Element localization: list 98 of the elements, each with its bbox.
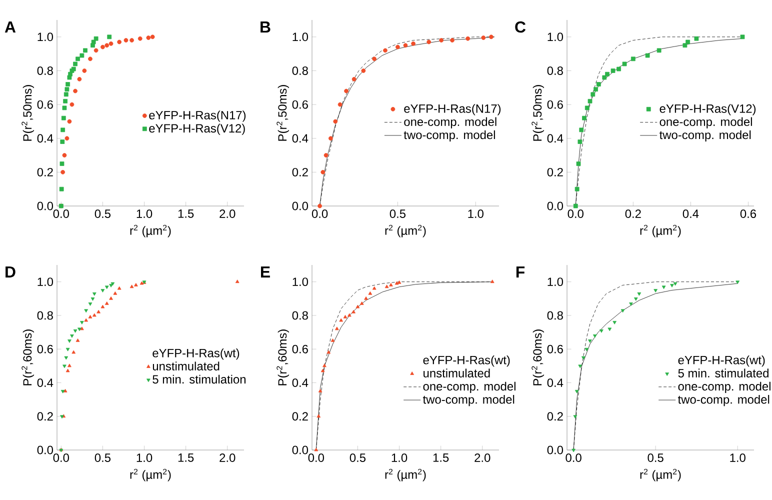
x-tick-label: 0.0 xyxy=(568,210,584,218)
x-tick-label: 0.0 xyxy=(312,210,328,218)
y-tick-label: 1.0 xyxy=(548,278,564,286)
x-tick-label: 2.0 xyxy=(474,454,490,462)
legend-label: 5 min. stimulated xyxy=(678,368,768,378)
y-axis-title: P(r$^{2}$,50ms) xyxy=(532,85,544,141)
y-tick-label: 0.4 xyxy=(547,134,564,143)
y-tick-label: 0.2 xyxy=(37,168,53,176)
chart-title: D xyxy=(6,266,16,278)
y-tick-label: 0.4 xyxy=(547,378,564,387)
x-tick-label: 0.0 xyxy=(566,454,582,462)
x-tick-label: 1.0 xyxy=(136,210,152,218)
x-axis-title: r$^{2}$ (µm$^{2}$) xyxy=(130,224,171,238)
y-tick-label: 0.8 xyxy=(292,311,308,320)
x-tick-label: 0.5 xyxy=(94,210,111,218)
legend-label: eYFP-H-Ras(N17) xyxy=(404,104,501,116)
y-tick-label: 0.6 xyxy=(292,344,308,354)
x-tick-label: 0.0 xyxy=(53,210,70,218)
y-tick-label: 0.2 xyxy=(292,412,308,421)
y-tick-label: 0.6 xyxy=(37,100,53,109)
y-tick-label: 0.8 xyxy=(547,66,563,75)
y-tick-label: 0.2 xyxy=(547,412,563,421)
x-tick-label: 0.5 xyxy=(648,454,664,462)
y-tick-label: 0.0 xyxy=(37,446,54,454)
legend-label: two-comp. model xyxy=(422,394,514,406)
legend-label: eYFP-H-Ras(N17) xyxy=(149,110,246,122)
y-tick-label: 0.0 xyxy=(292,446,308,454)
y-tick-label: 0.4 xyxy=(292,378,308,387)
chart-title: A xyxy=(4,22,16,33)
x-tick-label: 0.2 xyxy=(625,210,641,218)
legend-label: eYFP-H-Ras(V12) xyxy=(149,124,245,135)
x-axis-title: r$^{2}$ (µm$^{2}$) xyxy=(640,224,681,238)
x-tick-label: 0.6 xyxy=(740,210,756,218)
legend-label: two-comp. model xyxy=(678,394,770,406)
y-axis-title: P(r$^{2}$,60ms) xyxy=(532,330,544,386)
x-tick-label: 0.5 xyxy=(94,454,111,462)
x-tick-label: 1.5 xyxy=(433,454,449,462)
y-tick-label: 1.0 xyxy=(292,32,308,42)
y-tick-label: 1.0 xyxy=(548,32,564,42)
x-tick-label: 1.0 xyxy=(730,454,746,462)
y-tick-label: 0.6 xyxy=(547,100,563,109)
y-tick-label: 0.8 xyxy=(37,66,53,75)
x-tick-label: 2.0 xyxy=(220,454,236,462)
y-tick-label: 0.8 xyxy=(547,311,563,320)
y-tick-label: 0.8 xyxy=(292,66,308,75)
y-tick-label: 0.0 xyxy=(547,446,564,454)
x-tick-label: 1.0 xyxy=(392,454,408,462)
y-tick-label: 0.4 xyxy=(37,134,54,143)
x-tick-label: 1.5 xyxy=(178,210,194,218)
y-tick-label: 0.4 xyxy=(37,378,54,387)
legend-label: unstimulated xyxy=(152,362,220,370)
legend-title: eYFP-H-Ras(wt) xyxy=(152,348,240,360)
legend-label: one-comp. model xyxy=(660,117,752,128)
x-tick-label: 0.0 xyxy=(308,454,324,462)
chart-title: C xyxy=(515,21,526,33)
legend-label: eYFP-H-Ras(V12) xyxy=(660,104,756,116)
x-tick-label: 0.5 xyxy=(390,210,406,218)
y-tick-label: 0.0 xyxy=(547,202,564,210)
legend-title: eYFP-H-Ras(wt) xyxy=(423,356,510,367)
chart-title: E xyxy=(261,266,270,278)
x-tick-label: 0.4 xyxy=(682,210,699,218)
x-axis-title: r$^{2}$ (µm$^{2}$) xyxy=(385,224,426,238)
y-tick-label: 1.0 xyxy=(38,32,54,42)
legend-label: one-comp. model xyxy=(404,117,496,128)
x-axis-title: r$^{2}$ (µm$^{2}$) xyxy=(130,468,171,482)
x-tick-label: 1.5 xyxy=(178,454,194,462)
y-tick-label: 0.8 xyxy=(37,311,53,320)
chart-title: F xyxy=(516,266,525,278)
y-tick-label: 0.0 xyxy=(292,202,308,210)
y-tick-label: 1.0 xyxy=(38,278,54,286)
legend-label: unstimulated xyxy=(424,368,490,378)
y-tick-label: 0.6 xyxy=(292,100,308,109)
legend-title: eYFP-H-Ras(wt) xyxy=(678,356,765,367)
legend-label: two-comp. model xyxy=(659,130,751,142)
y-axis-title: P(r$^{2}$,60ms) xyxy=(22,330,34,386)
legend-label: two-comp. model xyxy=(404,130,495,142)
y-tick-label: 0.2 xyxy=(37,412,53,421)
y-axis-title: P(r$^{2}$,50ms) xyxy=(276,85,289,141)
chart-title: B xyxy=(260,22,270,33)
y-tick-label: 0.2 xyxy=(547,168,563,176)
y-tick-label: 0.4 xyxy=(292,134,308,143)
x-tick-label: 1.0 xyxy=(136,454,152,462)
legend-label: 5 min. stimulation xyxy=(152,374,246,384)
y-axis-title: P(r$^{2}$,60ms) xyxy=(276,330,290,386)
y-tick-label: 0.6 xyxy=(37,344,53,354)
x-tick-label: 1.0 xyxy=(468,210,484,218)
x-axis-title: r$^{2}$ (µm$^{2}$) xyxy=(385,468,426,482)
x-axis-title: r$^{2}$ (µm$^{2}$) xyxy=(640,468,681,482)
y-tick-label: 1.0 xyxy=(292,278,308,286)
y-axis-title: P(r$^{2}$,50ms) xyxy=(22,85,34,141)
y-tick-label: 0.6 xyxy=(547,344,563,354)
y-tick-label: 0.2 xyxy=(292,168,308,176)
legend-label: one-comp. model xyxy=(678,382,770,393)
x-tick-label: 2.0 xyxy=(220,210,236,218)
x-tick-label: 0.0 xyxy=(53,454,70,462)
legend-label: one-comp. model xyxy=(423,382,516,393)
y-tick-label: 0.0 xyxy=(37,202,54,210)
x-tick-label: 0.5 xyxy=(350,454,366,462)
